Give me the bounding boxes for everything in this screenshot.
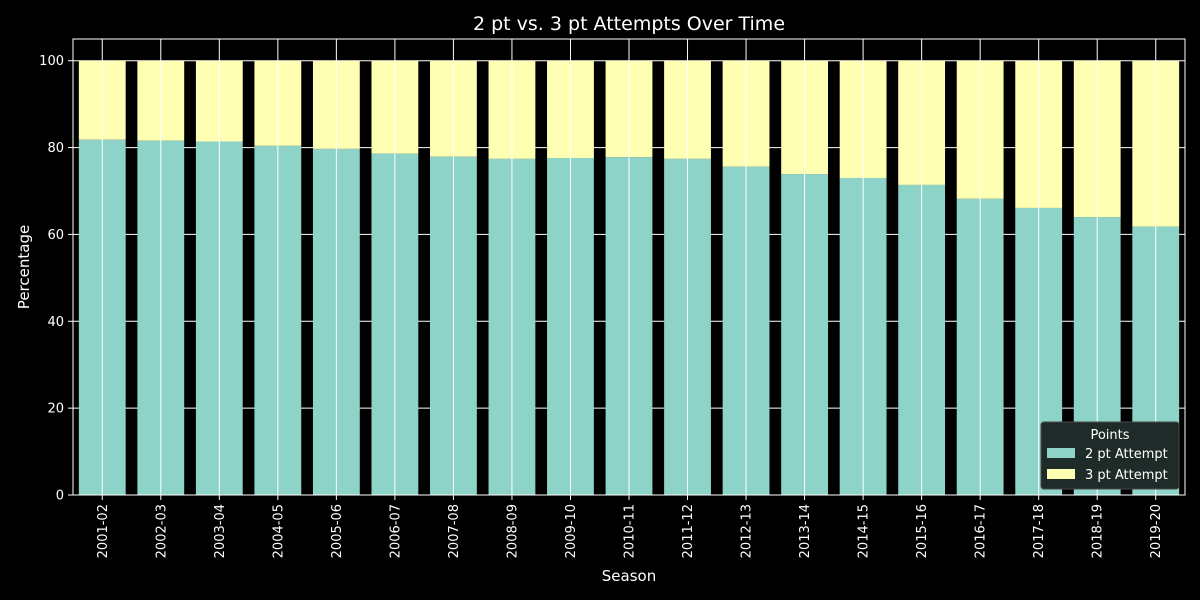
legend-label: 2 pt Attempt bbox=[1085, 447, 1168, 462]
x-tick-label: 2004-05 bbox=[271, 504, 286, 558]
y-tick-label: 60 bbox=[47, 228, 64, 243]
y-tick-label: 100 bbox=[39, 54, 64, 69]
legend-label: 3 pt Attempt bbox=[1085, 468, 1168, 483]
x-tick-label: 2018-19 bbox=[1091, 504, 1106, 558]
x-tick-label: 2001-02 bbox=[96, 504, 111, 558]
x-tick-label: 2007-08 bbox=[447, 504, 462, 558]
legend-box bbox=[1040, 421, 1180, 490]
y-axis-label: Percentage bbox=[15, 225, 33, 309]
legend-swatch bbox=[1047, 469, 1075, 479]
legend-swatch bbox=[1047, 448, 1075, 458]
x-tick-label: 2014-15 bbox=[857, 504, 872, 558]
x-tick-label: 2002-03 bbox=[154, 504, 169, 558]
legend-title: Points bbox=[1090, 428, 1129, 443]
x-tick-label: 2013-14 bbox=[798, 504, 813, 558]
x-tick-label: 2017-18 bbox=[1032, 504, 1047, 558]
x-tick-label: 2009-10 bbox=[564, 504, 579, 558]
x-tick-label: 2016-17 bbox=[974, 504, 989, 558]
y-tick-label: 20 bbox=[47, 402, 64, 417]
y-tick-label: 40 bbox=[47, 315, 64, 330]
x-tick-label: 2010-11 bbox=[623, 504, 638, 558]
x-axis-label: Season bbox=[602, 567, 656, 585]
x-tick-label: 2006-07 bbox=[388, 504, 403, 558]
x-tick-label: 2011-12 bbox=[681, 504, 696, 558]
x-tick-label: 2019-20 bbox=[1149, 504, 1164, 558]
x-tick-label: 2005-06 bbox=[330, 504, 345, 558]
legend-items: 2 pt Attempt 3 pt Attempt bbox=[1047, 447, 1168, 483]
x-tick-label: 2015-16 bbox=[915, 504, 930, 558]
ticks-layer: 0 20 40 60 80 100 2001-02 2002-03 2003-04 2004-05… bbox=[39, 54, 1164, 558]
x-tick-label: 2008-09 bbox=[505, 504, 520, 558]
legend: Points 2 pt Attempt 3 pt Attempt bbox=[1040, 421, 1180, 490]
x-tick-label: 2003-04 bbox=[213, 504, 228, 558]
chart-title: 2 pt vs. 3 pt Attempts Over Time bbox=[473, 13, 785, 35]
y-tick-label: 80 bbox=[47, 141, 64, 156]
y-tick-label: 0 bbox=[56, 489, 64, 504]
x-tick-label: 2012-13 bbox=[740, 504, 755, 558]
